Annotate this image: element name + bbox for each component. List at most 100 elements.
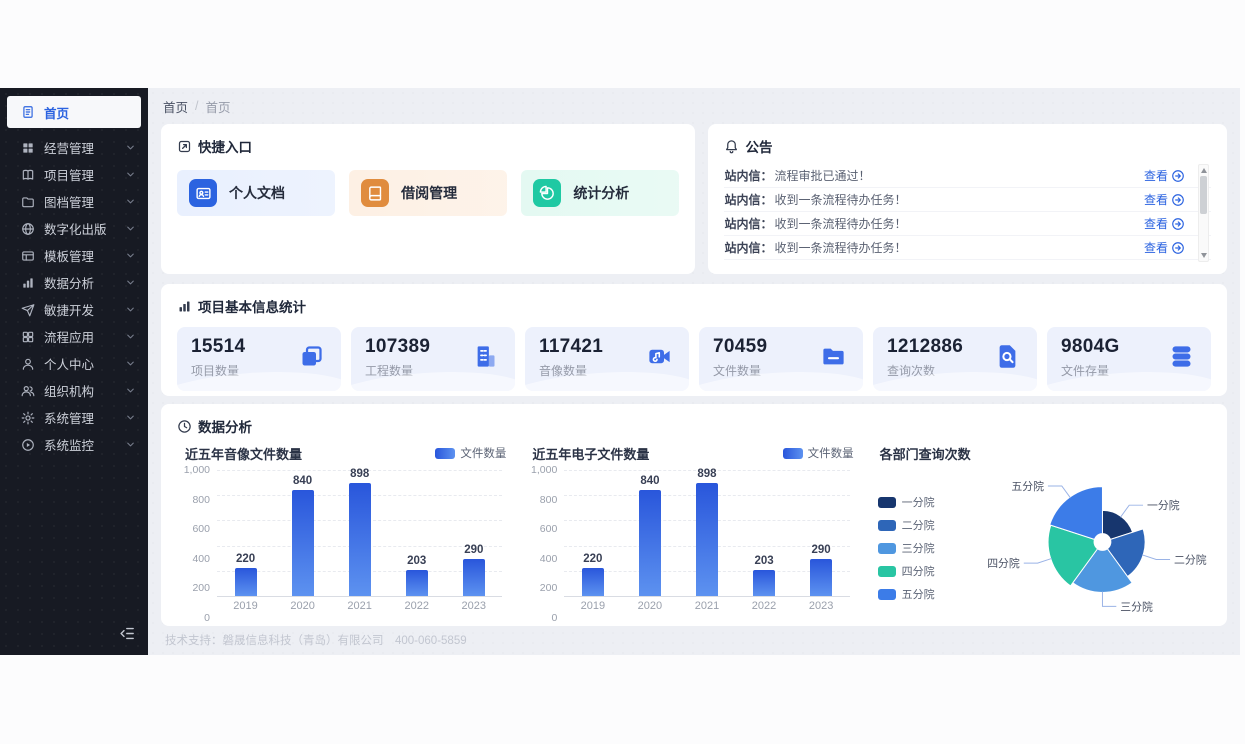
legend-swatch-icon xyxy=(877,496,896,508)
sidebar-item-组织机构[interactable]: 组织机构 xyxy=(0,377,148,404)
bar-value-label: 203 xyxy=(407,555,427,568)
sidebar-item-系统管理[interactable]: 系统管理 xyxy=(0,404,148,431)
y-tick-label: 400 xyxy=(539,552,558,565)
announcement-row: 站内信： 收到一条流程待办任务！ 查看 xyxy=(724,188,1211,212)
sidebar-item-数据分析[interactable]: 数据分析 xyxy=(0,269,148,296)
rose-legend-item-四分院[interactable]: 四分院 xyxy=(877,563,954,579)
bar-value-label: 840 xyxy=(640,475,660,488)
sidebar-item-label: 经营管理 xyxy=(44,142,95,156)
announcements-scrollbar[interactable] xyxy=(1198,164,1209,262)
announcements-title: 公告 xyxy=(745,140,773,155)
x-tick-label: 2022 xyxy=(404,600,429,612)
stat-card-工程数量: 107389 工程数量 xyxy=(351,327,515,391)
sidebar-item-label: 系统管理 xyxy=(44,412,95,426)
chevron-down-icon xyxy=(125,169,136,180)
rose-label-一分院: 一分院 xyxy=(1147,498,1180,512)
globe-icon xyxy=(21,222,35,236)
plot-area: 220 840 898 203 290 xyxy=(564,468,850,597)
sidebar-item-label: 敏捷开发 xyxy=(44,304,95,318)
y-tick-label: 800 xyxy=(192,493,210,506)
sidebar: 首页经营管理项目管理图档管理数字化出版模板管理数据分析敏捷开发流程应用 个人中心组… xyxy=(0,88,148,655)
view-link[interactable]: 查看 xyxy=(1144,239,1185,256)
bar-2021 xyxy=(348,482,371,596)
sidebar-item-经营管理[interactable]: 经营管理 xyxy=(0,134,148,161)
book-icon xyxy=(21,168,35,182)
view-link[interactable]: 查看 xyxy=(1144,191,1185,208)
quick-entry-tiles: 个人文档 借阅管理 统计分析 xyxy=(177,170,680,216)
scroll-down-icon[interactable] xyxy=(1200,253,1207,258)
chevron-down-icon xyxy=(125,439,136,450)
bar-value-label: 220 xyxy=(235,553,256,566)
sidebar-item-数字化出版[interactable]: 数字化出版 xyxy=(0,215,148,242)
sidebar-item-个人中心[interactable]: 个人中心 xyxy=(0,350,148,377)
sidebar-item-图档管理[interactable]: 图档管理 xyxy=(0,188,148,215)
y-tick-label: 200 xyxy=(192,582,210,595)
arrow-circle-icon xyxy=(1172,217,1184,230)
charts-row: 近五年音像文件数量 文件数量 0 200 400 600 800 1,000 220 840 898… xyxy=(177,444,1211,625)
bar-2019 xyxy=(581,568,604,596)
quick-entry-tile-个人文档[interactable]: 个人文档 xyxy=(177,170,336,216)
stat-card-音像数量: 117421 音像数量 xyxy=(525,327,689,391)
sidebar-item-系统监控[interactable]: 系统监控 xyxy=(0,431,148,458)
app-window: 首页经营管理项目管理图档管理数字化出版模板管理数据分析敏捷开发流程应用 个人中心组… xyxy=(0,88,1240,655)
users-icon xyxy=(21,384,35,398)
sidebar-collapse-button[interactable] xyxy=(119,625,136,647)
announcement-prefix: 站内信： xyxy=(724,217,773,231)
rose-legend-item-二分院[interactable]: 二分院 xyxy=(877,517,954,533)
announcement-prefix: 站内信： xyxy=(724,241,773,255)
bar-2022 xyxy=(405,570,428,596)
chart-title: 各部门查询次数 xyxy=(879,446,971,462)
个人文档-icon xyxy=(189,179,217,207)
bar-2021 xyxy=(695,482,718,596)
rose-legend-item-三分院[interactable]: 三分院 xyxy=(877,540,954,556)
y-tick-label: 1,000 xyxy=(531,464,558,476)
bar-2022 xyxy=(753,570,776,596)
sidebar-item-首页[interactable]: 首页 xyxy=(7,96,141,128)
sidebar-item-label: 项目管理 xyxy=(44,169,95,183)
y-tick-label: 0 xyxy=(551,612,558,624)
x-tick-label: 2019 xyxy=(233,600,258,612)
sidebar-item-label: 图档管理 xyxy=(44,196,95,210)
announcement-text: 收到一条流程待办任务！ xyxy=(774,217,907,231)
bar-chart-electronic-files: 近五年电子文件数量 文件数量 0 200 400 600 800 1,000 220 840 898… xyxy=(524,444,863,625)
stat-value: 1212886 xyxy=(887,336,964,357)
y-tick-label: 1,000 xyxy=(183,464,210,476)
monitor-icon xyxy=(21,438,35,452)
scrollbar-thumb[interactable] xyxy=(1200,176,1207,214)
tile-label: 借阅管理 xyxy=(401,185,458,201)
stats-title: 项目基本信息统计 xyxy=(198,300,306,315)
rose-legend-item-五分院[interactable]: 五分院 xyxy=(877,586,954,602)
sidebar-item-流程应用[interactable]: 流程应用 xyxy=(0,323,148,350)
sidebar-item-敏捷开发[interactable]: 敏捷开发 xyxy=(0,296,148,323)
rose-label-二分院: 二分院 xyxy=(1174,552,1207,566)
bar-value-label: 898 xyxy=(350,467,370,480)
quick-entry-card: 快捷入口 个人文档 借阅管理 统计分析 xyxy=(161,124,696,274)
folder-files-icon xyxy=(820,343,847,375)
stat-card-文件存量: 9804G 文件存量 xyxy=(1047,327,1211,391)
tile-label: 统计分析 xyxy=(573,185,630,201)
x-tick-label: 2020 xyxy=(290,600,315,612)
template-icon xyxy=(21,249,35,263)
rose-legend: 一分院二分院三分院四分院五分院 xyxy=(872,464,954,622)
y-tick-label: 200 xyxy=(539,582,558,595)
doc-search-icon xyxy=(994,343,1021,375)
bar-2020 xyxy=(291,490,314,596)
view-link[interactable]: 查看 xyxy=(1144,215,1185,232)
rose-legend-item-一分院[interactable]: 一分院 xyxy=(877,494,954,510)
sidebar-item-label: 首页 xyxy=(44,106,70,121)
rose-label-四分院: 四分院 xyxy=(987,556,1020,570)
main-content: 首页 / 首页 快捷入口 个人文档 借阅管理 统计分析 公告 xyxy=(148,88,1240,655)
announcements-list: 站内信： 流程审批已通过！ 查看 站内信： 收到一条流程待办任务！ 查看 站内信： 收到一条流… xyxy=(724,164,1211,264)
sidebar-item-模板管理[interactable]: 模板管理 xyxy=(0,242,148,269)
quick-entry-tile-借阅管理[interactable]: 借阅管理 xyxy=(349,170,508,216)
scroll-up-icon[interactable] xyxy=(1200,168,1207,173)
chart-title: 近五年电子文件数量 xyxy=(532,446,650,462)
rose-label-三分院: 三分院 xyxy=(1120,599,1153,613)
bar-value-label: 840 xyxy=(293,475,313,488)
breadcrumb-item-home[interactable]: 首页 xyxy=(163,100,189,115)
借阅管理-icon xyxy=(361,179,390,207)
quick-entry-tile-统计分析[interactable]: 统计分析 xyxy=(521,170,680,216)
sidebar-item-label: 模板管理 xyxy=(44,250,95,264)
sidebar-item-项目管理[interactable]: 项目管理 xyxy=(0,161,148,188)
view-link[interactable]: 查看 xyxy=(1144,167,1185,184)
